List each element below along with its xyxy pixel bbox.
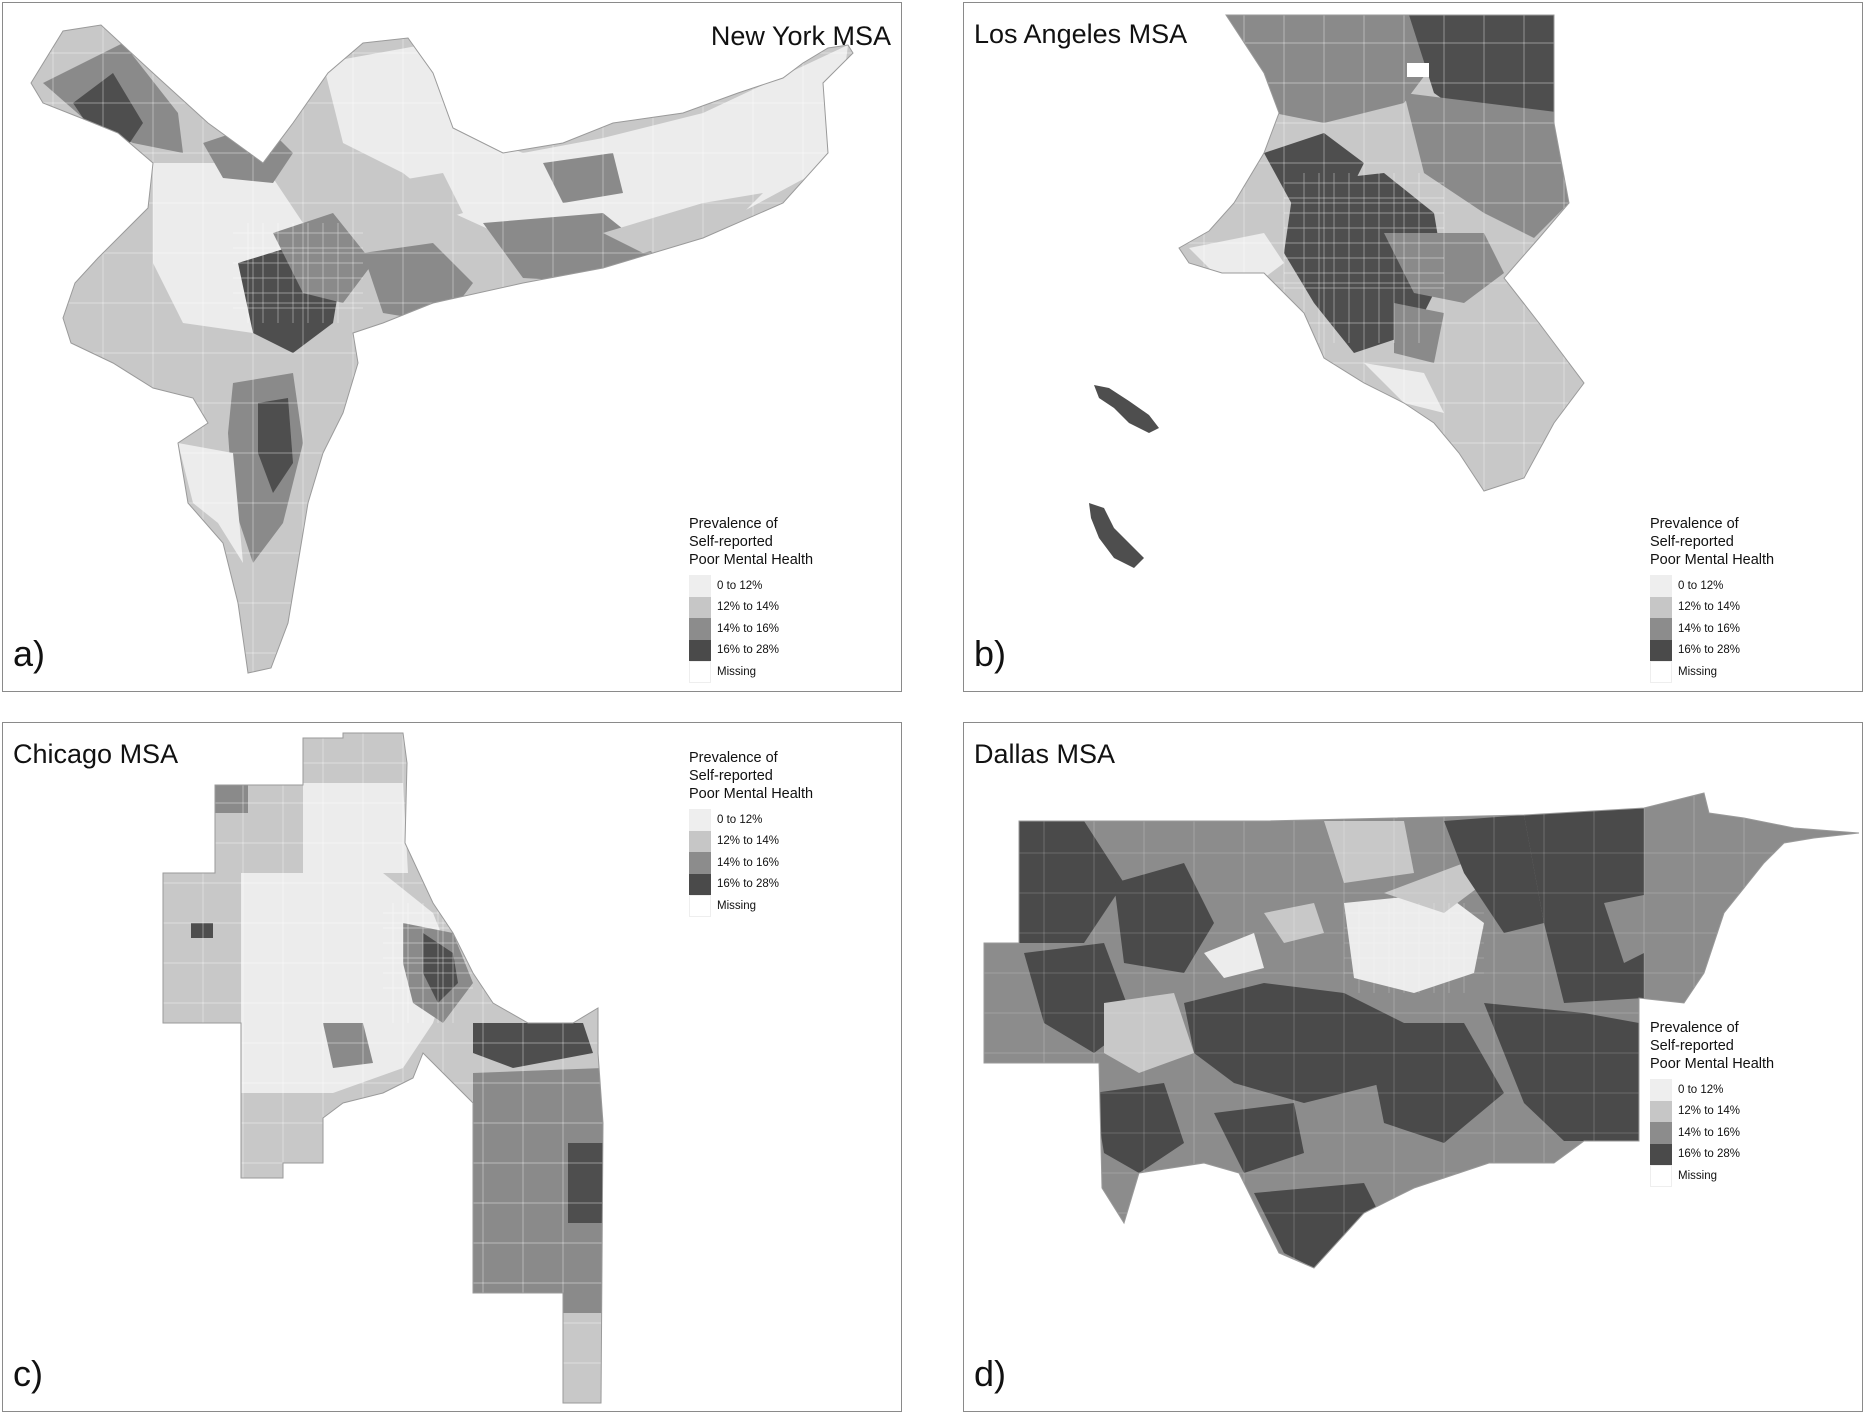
- legend-item: 12% to 14%: [1650, 1100, 1820, 1122]
- legend-item: 0 to 12%: [689, 809, 859, 831]
- panel-title: Los Angeles MSA: [974, 19, 1188, 49]
- legend-swatch: [689, 575, 711, 597]
- legend-item: 14% to 16%: [689, 618, 859, 640]
- legend-swatch: [1650, 661, 1672, 683]
- legend-item-label: Missing: [1678, 665, 1717, 678]
- legend-item: 12% to 14%: [689, 830, 859, 852]
- legend-swatch: [689, 596, 711, 618]
- legend-item: 14% to 16%: [689, 852, 859, 874]
- legend-item: 14% to 16%: [1650, 1122, 1820, 1144]
- legend-swatch: [1650, 618, 1672, 640]
- chicago-msa-map: [162, 732, 604, 1404]
- legend-swatch: [1650, 1100, 1672, 1122]
- legend-title-line: Self-reported: [689, 534, 773, 550]
- legend-item: Missing: [1650, 661, 1820, 683]
- legend: Prevalence of Self-reported Poor Mental …: [689, 515, 859, 683]
- legend-item-label: 0 to 12%: [1678, 1083, 1724, 1096]
- legend-item: 0 to 12%: [1650, 1079, 1820, 1101]
- legend-item: 0 to 12%: [689, 575, 859, 597]
- legend-item-label: 16% to 28%: [717, 644, 780, 657]
- legend-title-line: Self-reported: [689, 768, 773, 784]
- panel-tag: d): [974, 1353, 1007, 1394]
- legend-item-label: Missing: [1678, 1169, 1717, 1182]
- legend-swatch: [1650, 1165, 1672, 1187]
- legend-swatch: [1650, 1122, 1672, 1144]
- legend-title-line: Prevalence of: [689, 750, 778, 766]
- legend-swatch: [689, 809, 711, 831]
- legend-title-line: Poor Mental Health: [1650, 552, 1775, 568]
- legend-title-line: Poor Mental Health: [689, 552, 814, 568]
- legend-item: 16% to 28%: [689, 873, 859, 895]
- legend-item: Missing: [689, 661, 859, 683]
- legend-item: 12% to 14%: [689, 596, 859, 618]
- legend-item-label: 14% to 16%: [717, 856, 780, 869]
- legend: Prevalence of Self-reported Poor Mental …: [1650, 1019, 1820, 1187]
- map-panel-new-york: New York MSA a) Prevalence of Self-repor…: [2, 2, 902, 692]
- legend-item-label: 12% to 14%: [717, 835, 780, 848]
- legend: Prevalence of Self-reported Poor Mental …: [1650, 515, 1820, 683]
- legend-swatch: [689, 895, 711, 917]
- new-york-msa-map: [30, 24, 854, 674]
- panel-tag: c): [13, 1353, 43, 1394]
- legend-item-label: 12% to 14%: [1678, 1105, 1741, 1118]
- legend-item: Missing: [1650, 1165, 1820, 1187]
- legend-swatch: [689, 661, 711, 683]
- legend-item-label: 0 to 12%: [717, 813, 763, 826]
- legend-title-line: Prevalence of: [1650, 1020, 1739, 1036]
- legend: Prevalence of Self-reported Poor Mental …: [689, 749, 859, 917]
- legend-item-label: 16% to 28%: [1678, 644, 1741, 657]
- los-angeles-msa-map: [1089, 14, 1585, 568]
- legend-swatch: [1650, 639, 1672, 661]
- legend-item: 16% to 28%: [1650, 639, 1820, 661]
- panel-tag: b): [974, 633, 1007, 674]
- legend-item: 0 to 12%: [1650, 575, 1820, 597]
- legend-item: 12% to 14%: [1650, 596, 1820, 618]
- legend-item: 14% to 16%: [1650, 618, 1820, 640]
- legend-item-label: 0 to 12%: [1678, 579, 1724, 592]
- dallas-msa-map: [983, 792, 1860, 1269]
- legend-item-label: 12% to 14%: [717, 601, 780, 614]
- legend-item-label: 14% to 16%: [1678, 622, 1741, 635]
- legend-swatch: [1650, 1079, 1672, 1101]
- panel-title: New York MSA: [710, 21, 891, 51]
- map-panel-chicago: Chicago MSA c) Prevalence of Self-report…: [2, 722, 902, 1412]
- legend-swatch: [689, 852, 711, 874]
- legend-swatch: [689, 618, 711, 640]
- legend-item-label: 12% to 14%: [1678, 601, 1741, 614]
- legend-swatch: [1650, 575, 1672, 597]
- legend-swatch: [1650, 596, 1672, 618]
- legend-title-line: Self-reported: [1650, 1038, 1734, 1054]
- legend-title-line: Poor Mental Health: [1650, 1056, 1775, 1072]
- legend-title-line: Self-reported: [1650, 534, 1734, 550]
- map-panel-dallas: Dallas MSA d) Prevalence of Self-reporte…: [963, 722, 1863, 1412]
- legend-swatch: [689, 639, 711, 661]
- legend-title-line: Prevalence of: [1650, 516, 1739, 532]
- legend-item-label: Missing: [717, 665, 756, 678]
- legend-swatch: [689, 873, 711, 895]
- legend-swatch: [1650, 1143, 1672, 1165]
- map-panel-los-angeles: Los Angeles MSA b) Prevalence of Self-re…: [963, 2, 1863, 692]
- legend-title-line: Prevalence of: [689, 516, 778, 532]
- legend-item-label: 14% to 16%: [1678, 1126, 1741, 1139]
- panel-title: Chicago MSA: [13, 739, 179, 769]
- legend-item-label: 16% to 28%: [717, 878, 780, 891]
- legend-item-label: 0 to 12%: [717, 579, 763, 592]
- panel-tag: a): [13, 633, 46, 674]
- legend-title-line: Poor Mental Health: [689, 786, 814, 802]
- legend-item-label: 16% to 28%: [1678, 1148, 1741, 1161]
- legend-item-label: 14% to 16%: [717, 622, 780, 635]
- legend-swatch: [689, 830, 711, 852]
- legend-item: 16% to 28%: [689, 639, 859, 661]
- panel-title: Dallas MSA: [974, 739, 1116, 769]
- legend-item: 16% to 28%: [1650, 1143, 1820, 1165]
- legend-item-label: Missing: [717, 899, 756, 912]
- legend-item: Missing: [689, 895, 859, 917]
